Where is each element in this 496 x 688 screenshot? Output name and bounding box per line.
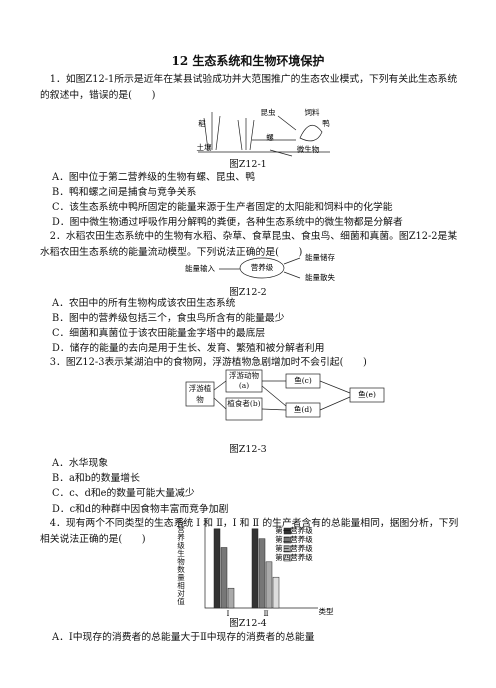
bar: [220, 547, 228, 609]
label: 昆虫: [261, 107, 276, 117]
axes: [204, 518, 318, 609]
question-stem: 4．现有两个不同类型的生态系统 Ⅰ 和 Ⅱ，Ⅰ 和 Ⅱ 的生产者含有的总能量相同…: [40, 518, 459, 545]
label: 浮游植物: [188, 384, 212, 404]
option: A．水华现象: [52, 458, 109, 469]
legend-swatch: [283, 554, 292, 562]
caption: 图Z12-4: [229, 618, 267, 629]
ellipse: [239, 257, 285, 279]
plant-drawing: [203, 112, 255, 151]
label: 能量储存: [305, 252, 335, 262]
bar: [272, 576, 280, 609]
label: 螺: [266, 132, 274, 142]
caption: 图Z12-1: [229, 159, 267, 170]
legend-label: 第三营养级: [275, 543, 313, 553]
legend-label: 第四营养级: [275, 552, 313, 562]
option: D．c和d的种群中因食物丰富而竞争加剧: [52, 504, 229, 515]
legend-label: 第一营养级: [275, 525, 313, 535]
bar: [213, 528, 221, 609]
arrows: [252, 115, 297, 157]
option: A．图中位于第二营养级的生物有螺、昆虫、鸭: [52, 172, 256, 183]
option: B．a和b的数量增长: [52, 473, 140, 484]
bar: [227, 587, 235, 609]
label: 鱼(d): [294, 404, 312, 414]
label: 浮游动物(a): [229, 371, 259, 390]
y-axis-label: 各营养级生物数量相对值: [177, 518, 185, 606]
figure-1: 昆虫 饲料 鸭 稻 螺 土壤 微生物: [197, 107, 330, 157]
option: D．图中微生物通过呼吸作用分解鸭的粪便，各种生态系统中的微生物都是分解者: [52, 217, 403, 228]
option: B．鸭和螺之间是捕食与竞争关系: [52, 187, 197, 198]
bar: [265, 561, 273, 609]
option: A．Ⅰ中现存的消费者的总能量大于Ⅱ中现存的消费者的总能量: [52, 632, 315, 643]
bar: [251, 528, 259, 609]
label: 稻: [198, 118, 206, 128]
x-axis-label: 类型: [319, 606, 334, 616]
figure-2: 能量输入 营养级 能量储存 能量散失: [185, 252, 335, 282]
x-tick-label: Ⅱ: [263, 609, 268, 618]
question-stem: 2．水稻农田生态系统中的生物有水稻、杂草、食草昆虫、食虫鸟、细菌和真菌。图Z12…: [40, 231, 458, 258]
arrows: [213, 380, 351, 411]
option: C．细菌和真菌位于该农田能量金字塔中的最底层: [52, 328, 266, 339]
figure-3: 浮游植物 浮游动物(a) 植食者(b) 鱼(c) 鱼(d) 鱼(e): [185, 369, 385, 421]
label: 微生物: [297, 144, 320, 154]
label: 植食者(b): [227, 399, 261, 408]
question-stem: 3．图Z12-3表示某湖泊中的食物网，浮游植物急剧增加时不会引起( ): [49, 357, 367, 368]
legend-swatch: [283, 545, 292, 553]
question-stem: 1．如图Z12-1所示是近年在某县试验成功并大范围推广的生态农业模式，下列有关此…: [40, 74, 458, 101]
label: 饲料: [305, 107, 320, 117]
arrows: [283, 257, 301, 279]
legend-swatch: [283, 527, 292, 535]
label: 鱼(e): [358, 389, 376, 399]
legend-swatch: [283, 536, 292, 544]
label: 能量散失: [305, 272, 335, 282]
label: 鱼(c): [294, 375, 312, 385]
label: 土壤: [197, 142, 212, 152]
option: B．图中的营养级包括三个，食虫鸟所含有的能量最少: [52, 313, 285, 324]
caption: 图Z12-3: [229, 444, 267, 455]
option: C．该生态系统中鸭所固定的能量来源于生产者固定的太阳能和饲料中的化学能: [52, 202, 393, 213]
option: A．农田中的所有生物构成该农田生态系统: [52, 298, 236, 309]
option: D．储存的能量的去向是用于生长、发育、繁殖和被分解者利用: [52, 343, 325, 354]
legend-label: 第二营养级: [275, 534, 313, 544]
option: C．c、d和e的数量可能大量减少: [52, 488, 195, 499]
box: [349, 387, 385, 403]
duck-drawing: [299, 124, 323, 142]
title: 12 生态系统和生物环境保护: [171, 54, 325, 68]
caption: 图Z12-2: [229, 287, 267, 298]
box: [185, 381, 215, 407]
label: 鸭: [322, 118, 330, 128]
x-tick-label: Ⅰ: [227, 609, 230, 618]
label: 营养级: [251, 262, 274, 272]
label: 能量输入: [185, 263, 215, 273]
bar: [258, 538, 266, 609]
